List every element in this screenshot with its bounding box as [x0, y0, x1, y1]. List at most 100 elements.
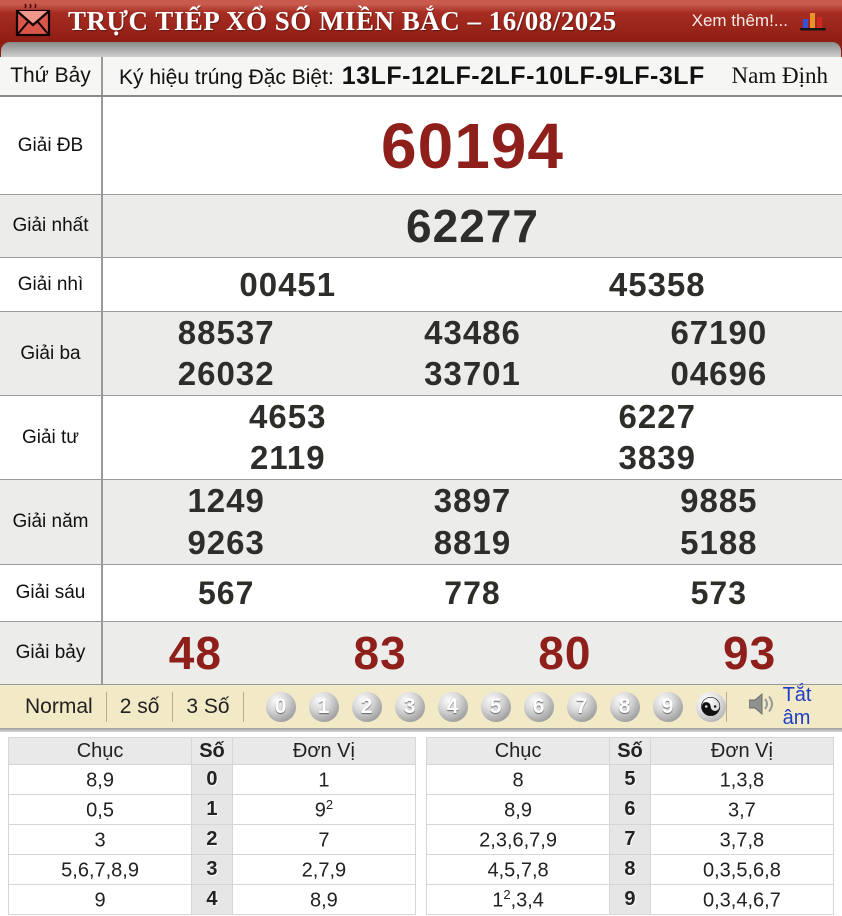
- ball-1[interactable]: 1: [308, 691, 339, 722]
- units-cell: 1: [231, 764, 417, 795]
- ball-9[interactable]: 9: [652, 691, 683, 722]
- prize-number: 83: [353, 627, 407, 679]
- speaker-icon: [748, 692, 775, 720]
- prize-number: 3897: [433, 482, 512, 519]
- table-row: 3 2 7: [7, 824, 417, 855]
- weekday-label: Thứ Bảy: [0, 57, 103, 95]
- prize-row-fourth: Giải tư 4653 6227 2119 3839: [0, 396, 842, 480]
- tens-cell: 8,9: [7, 764, 193, 795]
- prize-number: 04696: [670, 355, 768, 393]
- table-row: 2,3,6,7,9 7 3,7,8: [425, 824, 835, 855]
- prize-number: 1249: [187, 482, 265, 519]
- ball-3[interactable]: 3: [394, 691, 425, 722]
- prize-label: Giải bảy: [0, 622, 103, 684]
- prize-row-seventh: Giải bảy 48 83 80 93: [0, 622, 842, 685]
- divider: [172, 691, 174, 722]
- col-header-digit: Số: [609, 737, 651, 765]
- prize-number: 2119: [249, 439, 326, 477]
- table-row: 8,9 0 1: [7, 764, 417, 795]
- page-header: TRỰC TIẾP XỔ SỐ MIỀN BẮC – 16/08/2025 Xe…: [0, 0, 842, 42]
- tens-cell: 12,3,4: [425, 884, 611, 915]
- header-underlay: [0, 42, 842, 57]
- col-header-units: Đơn Vị: [231, 737, 417, 765]
- digit-cell: 9: [609, 884, 651, 915]
- prize-number: 67190: [670, 313, 768, 351]
- mute-control[interactable]: Tắt âm: [725, 684, 830, 730]
- prize-number: 4653: [249, 397, 327, 435]
- prize-number: 88537: [177, 313, 275, 351]
- see-more-link[interactable]: Xem thêm!...: [691, 11, 788, 30]
- yin-yang-icon[interactable]: ☯: [695, 691, 726, 722]
- tens-cell: 8,9: [425, 794, 611, 825]
- units-cell: 0,3,5,6,8: [649, 854, 835, 885]
- tens-cell: 2,3,6,7,9: [425, 824, 611, 855]
- prize-label: Giải nhì: [0, 258, 103, 311]
- prize-row-sixth: Giải sáu 567 778 573: [0, 565, 842, 622]
- digit-cell: 1: [191, 794, 233, 825]
- controls-bar: Normal 2 số 3 Số 0 1 2 3 4 5 6 7 8 9 ☯ T…: [0, 684, 842, 730]
- tens-cell: 8: [425, 764, 611, 795]
- digit-cell: 5: [609, 764, 651, 795]
- units-cell: 3,7: [649, 794, 835, 825]
- special-sign-value: 13LF-12LF-2LF-10LF-9LF-3LF: [341, 61, 705, 90]
- prize-number: 9885: [680, 482, 758, 519]
- prize-label: Giải ba: [0, 312, 103, 395]
- tab-2-digits[interactable]: 2 số: [119, 694, 160, 718]
- table-row: 0,5 1 92: [7, 794, 417, 825]
- prize-number: 5188: [680, 524, 758, 561]
- tab-normal[interactable]: Normal: [25, 694, 93, 718]
- digit-cell: 6: [609, 794, 651, 825]
- prize-number: 3839: [618, 439, 696, 477]
- col-header-tens: Chục: [7, 737, 193, 765]
- table-row: 8,9 6 3,7: [425, 794, 835, 825]
- units-cell: 8,9: [231, 884, 417, 915]
- bar-chart-icon[interactable]: [800, 10, 828, 32]
- prize-number: 45358: [608, 265, 706, 303]
- prize-row-fifth: Giải năm 1249 3897 9885 9263 8819 5188: [0, 480, 842, 565]
- prize-label: Giải nhất: [0, 195, 103, 257]
- units-cell: 1,3,8: [649, 764, 835, 795]
- special-sign: Ký hiệu trúng Đặc Biệt: 13LF-12LF-2LF-10…: [103, 62, 722, 91]
- prize-number: 8819: [433, 524, 512, 561]
- prize-number: 00451: [239, 265, 337, 303]
- ball-8[interactable]: 8: [609, 691, 640, 722]
- prize-label: Giải ĐB: [0, 97, 103, 194]
- table-row: 9 4 8,9: [7, 884, 417, 915]
- divider: [105, 691, 107, 722]
- ball-2[interactable]: 2: [351, 691, 382, 722]
- prize-row-second: Giải nhì 00451 45358: [0, 258, 842, 312]
- stats-table-right: Chục Số Đơn Vị 8 5 1,3,8 8,9 6 3,7 2,3,6…: [425, 737, 835, 915]
- ball-6[interactable]: 6: [523, 691, 554, 722]
- prize-number: 778: [444, 574, 501, 611]
- digit-cell: 4: [191, 884, 233, 915]
- draw-info-bar: Thứ Bảy Ký hiệu trúng Đặc Biệt: 13LF-12L…: [0, 57, 842, 97]
- tens-cell: 9: [7, 884, 193, 915]
- units-cell: 2,7,9: [231, 854, 417, 885]
- envelope-icon: [14, 3, 54, 39]
- prize-number: 567: [197, 574, 255, 611]
- digit-cell: 0: [191, 764, 233, 795]
- prize-number: 62277: [406, 200, 539, 252]
- col-header-digit: Số: [191, 737, 233, 765]
- digit-balls: 0 1 2 3 4 5 6 7 8 9 ☯: [265, 691, 726, 722]
- units-cell: 7: [231, 824, 417, 855]
- ball-7[interactable]: 7: [566, 691, 597, 722]
- tens-cell: 0,5: [7, 794, 193, 825]
- controls-bottom-strip: [0, 728, 842, 732]
- ball-0[interactable]: 0: [265, 691, 296, 722]
- ball-4[interactable]: 4: [437, 691, 468, 722]
- prize-row-third: Giải ba 88537 43486 67190 26032 33701 04…: [0, 312, 842, 396]
- tens-cell: 5,6,7,8,9: [7, 854, 193, 885]
- page-title: TRỰC TIẾP XỔ SỐ MIỀN BẮC – 16/08/2025: [68, 5, 617, 36]
- head-tail-stats: Chục Số Đơn Vị 8,9 0 1 0,5 1 92 3 2 7 5,…: [0, 732, 842, 915]
- tab-3-digits[interactable]: 3 Số: [186, 694, 230, 718]
- units-cell: 92: [231, 794, 417, 825]
- prize-label: Giải năm: [0, 480, 103, 564]
- special-sign-label: Ký hiệu trúng Đặc Biệt:: [119, 65, 334, 89]
- divider: [725, 691, 727, 722]
- ball-5[interactable]: 5: [480, 691, 511, 722]
- stats-table-left: Chục Số Đơn Vị 8,9 0 1 0,5 1 92 3 2 7 5,…: [7, 737, 417, 915]
- digit-cell: 7: [609, 824, 651, 855]
- digit-cell: 2: [191, 824, 233, 855]
- units-cell: 0,3,4,6,7: [649, 884, 835, 915]
